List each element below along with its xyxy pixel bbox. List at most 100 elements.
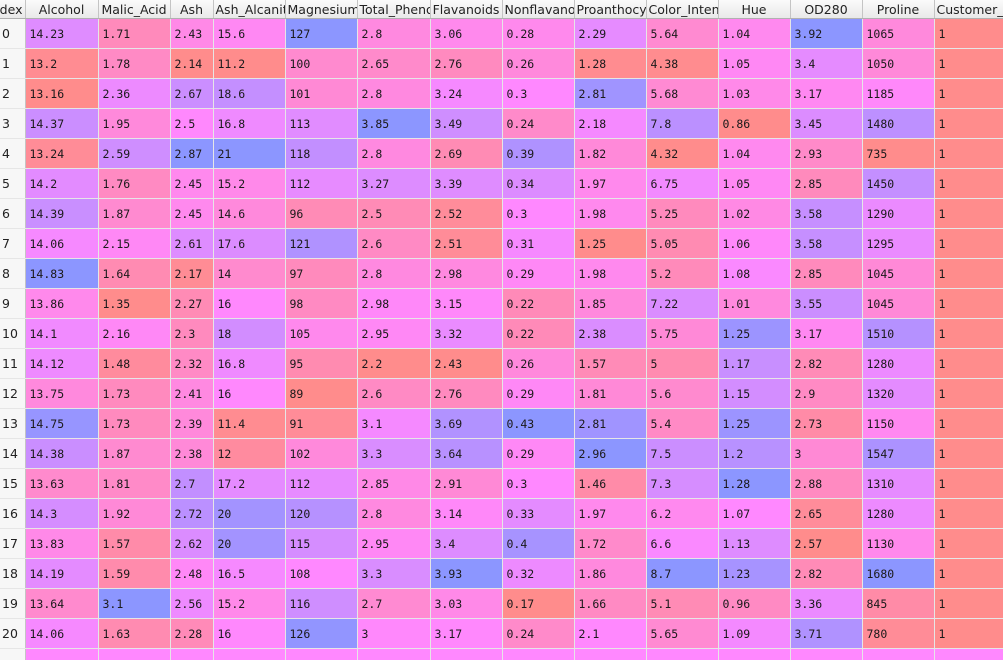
table-cell[interactable]: 2.27 <box>170 288 214 319</box>
table-cell[interactable]: 3.03 <box>430 588 503 619</box>
table-cell[interactable]: 1065 <box>862 18 935 49</box>
table-cell[interactable]: 2.95 <box>357 528 431 559</box>
table-cell[interactable]: 1680 <box>862 558 935 589</box>
table-cell[interactable]: 5.4 <box>646 408 719 439</box>
table-cell[interactable]: 1.64 <box>98 258 171 289</box>
table-cell[interactable]: 2.38 <box>170 438 214 469</box>
table-cell[interactable]: 1.25 <box>718 318 791 349</box>
table-cell[interactable]: 2.96 <box>574 438 647 469</box>
table-cell[interactable]: 2.51 <box>430 228 503 259</box>
table-cell[interactable]: 3.4 <box>430 528 503 559</box>
table-cell[interactable]: 1 <box>934 318 1003 349</box>
row-index[interactable]: 0 <box>0 18 26 49</box>
table-cell[interactable]: 2.43 <box>170 18 214 49</box>
table-cell[interactable]: 1.01 <box>718 288 791 319</box>
table-cell[interactable]: 2.87 <box>170 138 214 169</box>
table-cell[interactable]: 3.45 <box>790 108 863 139</box>
table-cell[interactable]: 2.39 <box>170 408 214 439</box>
table-cell[interactable]: 12 <box>213 438 286 469</box>
table-cell[interactable]: 3.93 <box>430 558 503 589</box>
table-cell[interactable]: 4.38 <box>646 48 719 79</box>
table-cell[interactable]: 18.6 <box>213 78 286 109</box>
table-cell[interactable]: 126 <box>285 618 358 649</box>
table-cell[interactable]: 735 <box>862 138 935 169</box>
row-index[interactable]: 16 <box>0 498 26 529</box>
table-cell[interactable]: 3.39 <box>430 168 503 199</box>
table-cell[interactable]: 1.23 <box>718 558 791 589</box>
table-cell[interactable]: 1547 <box>862 438 935 469</box>
row-index[interactable]: 5 <box>0 168 26 199</box>
table-cell[interactable]: 1.81 <box>574 378 647 409</box>
table-cell[interactable]: 2.85 <box>790 168 863 199</box>
table-cell[interactable]: 1280 <box>862 498 935 529</box>
table-cell[interactable]: 2.67 <box>170 78 214 109</box>
table-cell[interactable]: 15.2 <box>213 588 286 619</box>
table-cell[interactable]: 3.64 <box>430 438 503 469</box>
table-cell[interactable]: 2.81 <box>574 78 647 109</box>
table-cell[interactable]: 20 <box>213 528 286 559</box>
table-cell[interactable]: 2.76 <box>430 378 503 409</box>
table-cell[interactable]: 1.85 <box>574 288 647 319</box>
row-index[interactable] <box>0 648 26 660</box>
table-cell[interactable]: 1.97 <box>574 168 647 199</box>
index-column-header[interactable]: Index <box>0 0 26 19</box>
table-cell[interactable]: 2.56 <box>170 588 214 619</box>
table-cell[interactable]: 2.98 <box>357 288 431 319</box>
table-cell[interactable]: 1 <box>934 168 1003 199</box>
table-cell[interactable]: 780 <box>862 618 935 649</box>
table-cell[interactable]: 1.97 <box>574 498 647 529</box>
table-cell[interactable]: 1045 <box>862 288 935 319</box>
table-cell[interactable]: 1510 <box>862 318 935 349</box>
table-cell[interactable]: 2.8 <box>357 138 431 169</box>
table-cell[interactable]: 2.1 <box>574 618 647 649</box>
row-index[interactable]: 19 <box>0 588 26 619</box>
table-cell[interactable]: 3.14 <box>430 498 503 529</box>
table-cell[interactable]: 2.82 <box>790 348 863 379</box>
column-header[interactable]: Malic_Acid <box>98 0 171 19</box>
table-cell[interactable]: 5.68 <box>646 78 719 109</box>
table-cell[interactable]: 0.31 <box>502 228 575 259</box>
table-cell[interactable]: 0.3 <box>502 198 575 229</box>
table-cell[interactable]: 95 <box>285 348 358 379</box>
table-cell[interactable]: 100 <box>285 48 358 79</box>
table-cell[interactable]: 5 <box>646 348 719 379</box>
table-cell[interactable] <box>213 648 286 660</box>
table-cell[interactable]: 0.29 <box>502 378 575 409</box>
row-index[interactable]: 3 <box>0 108 26 139</box>
row-index[interactable]: 20 <box>0 618 26 649</box>
table-cell[interactable]: 1 <box>934 48 1003 79</box>
table-cell[interactable]: 6.75 <box>646 168 719 199</box>
table-cell[interactable]: 2.81 <box>574 408 647 439</box>
table-cell[interactable]: 16.8 <box>213 348 286 379</box>
table-cell[interactable]: 0.43 <box>502 408 575 439</box>
table-cell[interactable]: 1.81 <box>98 468 171 499</box>
table-cell[interactable]: 2.98 <box>430 258 503 289</box>
table-cell[interactable] <box>98 648 171 660</box>
table-cell[interactable]: 5.2 <box>646 258 719 289</box>
table-cell[interactable]: 97 <box>285 258 358 289</box>
table-cell[interactable]: 13.16 <box>25 78 99 109</box>
table-cell[interactable]: 116 <box>285 588 358 619</box>
table-cell[interactable]: 5.75 <box>646 318 719 349</box>
table-cell[interactable]: 2.38 <box>574 318 647 349</box>
table-cell[interactable]: 1 <box>934 558 1003 589</box>
table-cell[interactable] <box>934 648 1003 660</box>
table-cell[interactable]: 1.71 <box>98 18 171 49</box>
table-cell[interactable]: 121 <box>285 228 358 259</box>
table-cell[interactable] <box>790 648 863 660</box>
table-cell[interactable]: 14.3 <box>25 498 99 529</box>
table-cell[interactable]: 16 <box>213 378 286 409</box>
table-cell[interactable]: 13.64 <box>25 588 99 619</box>
table-cell[interactable]: 1 <box>934 18 1003 49</box>
table-cell[interactable]: 0.96 <box>718 588 791 619</box>
table-cell[interactable]: 1 <box>934 288 1003 319</box>
table-cell[interactable]: 6.2 <box>646 498 719 529</box>
table-cell[interactable]: 91 <box>285 408 358 439</box>
table-cell[interactable]: 1 <box>934 258 1003 289</box>
table-cell[interactable]: 1.04 <box>718 18 791 49</box>
table-cell[interactable]: 1480 <box>862 108 935 139</box>
table-cell[interactable]: 5.05 <box>646 228 719 259</box>
table-cell[interactable]: 1.2 <box>718 438 791 469</box>
table-cell[interactable]: 14.75 <box>25 408 99 439</box>
table-cell[interactable]: 0.29 <box>502 438 575 469</box>
